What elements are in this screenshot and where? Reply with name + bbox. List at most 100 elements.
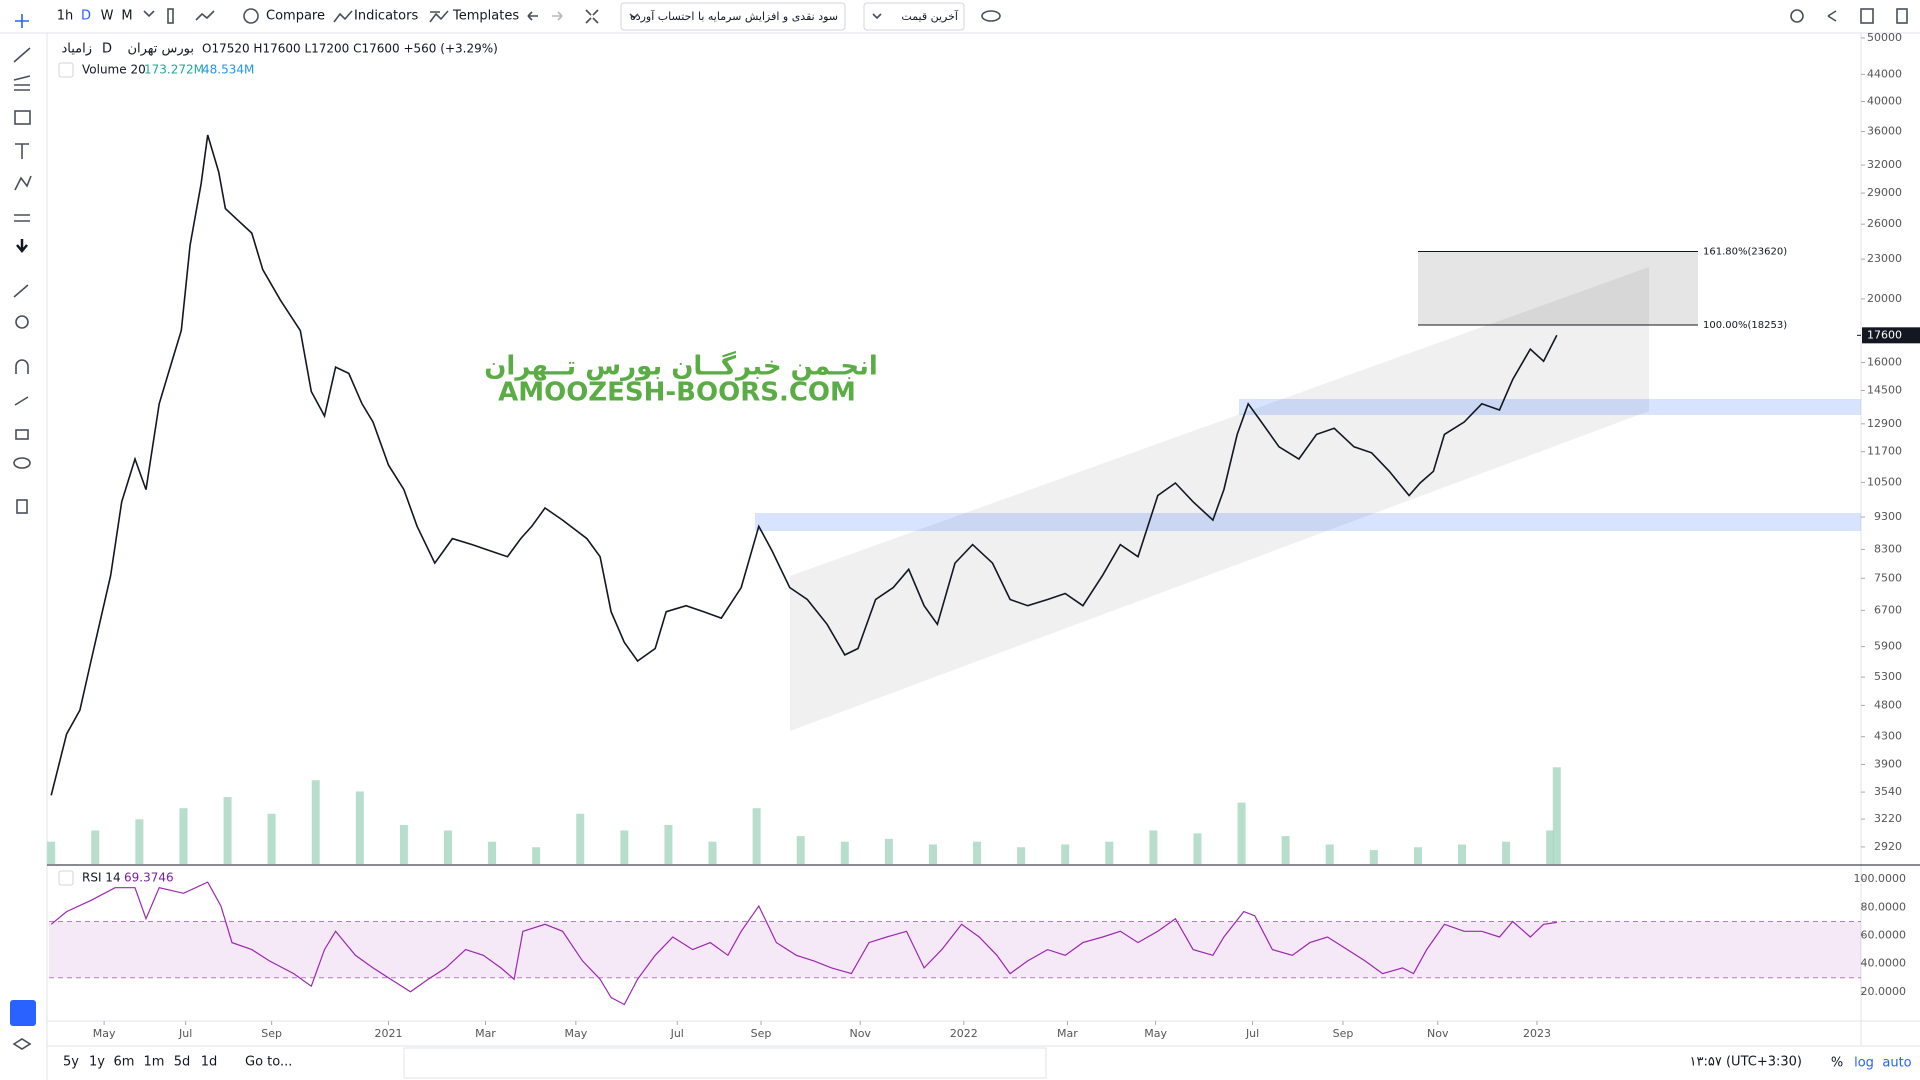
y-tick-label: 26000 bbox=[1867, 217, 1902, 230]
fib-zone bbox=[1418, 251, 1698, 325]
volume-bar bbox=[708, 841, 717, 864]
hide-tool[interactable] bbox=[13, 457, 31, 469]
goto-button[interactable]: Go to... bbox=[245, 1055, 292, 1070]
volume-bar bbox=[399, 824, 408, 864]
candles-icon[interactable] bbox=[167, 8, 174, 24]
settings-button[interactable] bbox=[1790, 9, 1804, 23]
templates-icon[interactable] bbox=[429, 10, 449, 23]
volume-bar bbox=[267, 813, 276, 864]
y-tick-label: 12900 bbox=[1867, 417, 1902, 430]
y-tick-label: 40.0000 bbox=[1861, 957, 1907, 970]
symbol-exchange: بورس تهران bbox=[127, 42, 194, 57]
y-tick-label: 9300 bbox=[1874, 510, 1902, 523]
rsi-line bbox=[50, 881, 1557, 1006]
favorites-button[interactable] bbox=[10, 1000, 36, 1026]
percent-button[interactable]: % bbox=[1831, 1056, 1843, 1071]
interval-button[interactable]: 1h bbox=[57, 9, 74, 24]
y-tick-label: 11700 bbox=[1867, 445, 1902, 458]
x-tick-label: Jul bbox=[670, 1027, 684, 1040]
auto-button[interactable]: auto bbox=[1882, 1056, 1911, 1071]
y-tick-label: 5300 bbox=[1874, 670, 1902, 683]
x-tick-label: 2021 bbox=[374, 1027, 402, 1040]
compare-icon[interactable] bbox=[243, 8, 259, 24]
interval-button[interactable]: M bbox=[121, 9, 132, 24]
y-tick-label: 50000 bbox=[1867, 31, 1902, 44]
price-source-label: آخرین قیمت bbox=[901, 9, 959, 23]
lock-tool[interactable] bbox=[15, 429, 29, 440]
range-button[interactable]: 1y bbox=[89, 1055, 105, 1070]
symbol-interval: D bbox=[102, 42, 112, 57]
snapshot-button[interactable] bbox=[1860, 8, 1874, 24]
volume-bar bbox=[91, 830, 100, 864]
y-tick-label: 20000 bbox=[1867, 292, 1902, 305]
measure-tool[interactable] bbox=[13, 284, 29, 298]
pattern-tool[interactable] bbox=[14, 175, 32, 191]
x-tick-label: 2022 bbox=[950, 1027, 978, 1040]
range-button[interactable]: 5y bbox=[63, 1055, 79, 1070]
trendline-tool[interactable] bbox=[13, 47, 31, 63]
x-tick-label: Sep bbox=[1333, 1027, 1354, 1040]
price-source-dropdown[interactable] bbox=[863, 2, 965, 31]
ohlc-values: O17520 H17600 L17200 C17600 +560 (+3.29%… bbox=[202, 42, 498, 56]
icon-tool[interactable] bbox=[16, 239, 28, 253]
rsi-band bbox=[49, 921, 1861, 978]
dropdown-icon[interactable] bbox=[143, 10, 155, 18]
volume-bar bbox=[179, 808, 188, 864]
y-tick-label: 80.0000 bbox=[1861, 900, 1907, 913]
magnet-tool[interactable] bbox=[15, 359, 29, 374]
volume-bar bbox=[576, 813, 585, 864]
redo-button[interactable] bbox=[552, 11, 563, 21]
interval-button[interactable]: W bbox=[101, 9, 114, 24]
fullscreen-button[interactable] bbox=[585, 9, 599, 24]
dropdown-icon bbox=[629, 13, 639, 20]
volume-bar bbox=[488, 841, 497, 864]
undo-button[interactable] bbox=[527, 11, 538, 21]
x-tick-label: Nov bbox=[849, 1027, 871, 1040]
remove-tool[interactable] bbox=[16, 499, 28, 514]
log-button[interactable]: log bbox=[1854, 1056, 1874, 1071]
volume-bar bbox=[840, 841, 849, 864]
support-zone bbox=[1239, 399, 1861, 415]
range-button[interactable]: 1d bbox=[201, 1055, 218, 1070]
range-button[interactable]: 1m bbox=[144, 1055, 165, 1070]
line-icon[interactable] bbox=[195, 10, 215, 21]
volume-bar bbox=[664, 824, 673, 864]
templates-button[interactable]: Templates bbox=[452, 9, 519, 24]
indicators-button[interactable]: Indicators bbox=[354, 9, 418, 24]
drawing-tools-bar bbox=[403, 1047, 1047, 1079]
fib-tool[interactable] bbox=[13, 75, 31, 91]
object-tree-button[interactable] bbox=[12, 1038, 32, 1050]
plot-area: 2920 3220 3540 3900 4300 4800 5300 5900 6700 7500… bbox=[47, 31, 1920, 1040]
range-button[interactable]: 5d bbox=[174, 1055, 191, 1070]
volume-bar bbox=[1237, 802, 1246, 864]
volume-bar bbox=[1369, 850, 1378, 864]
price-line bbox=[50, 134, 1558, 796]
volume-value: 173.272M bbox=[144, 63, 204, 77]
collapse-button[interactable] bbox=[58, 870, 74, 886]
draw-mode-tool[interactable] bbox=[14, 396, 29, 406]
compare-button[interactable]: Compare bbox=[266, 9, 325, 24]
x-tick-label: Nov bbox=[1427, 1027, 1449, 1040]
volume-bar bbox=[1502, 841, 1511, 864]
visibility-button[interactable] bbox=[981, 10, 1001, 22]
zoom-tool[interactable] bbox=[15, 315, 29, 329]
volume-bar bbox=[223, 797, 232, 864]
text-tool[interactable] bbox=[15, 143, 29, 159]
volume-bar bbox=[973, 841, 982, 864]
collapse-button[interactable] bbox=[58, 62, 74, 78]
x-tick-label: Sep bbox=[751, 1027, 772, 1040]
shape-tool[interactable] bbox=[14, 110, 31, 125]
prediction-tool[interactable] bbox=[14, 214, 30, 222]
last-price-label: 17600 bbox=[1867, 328, 1902, 341]
interval-button[interactable]: D bbox=[81, 9, 91, 24]
range-button[interactable]: 6m bbox=[114, 1055, 135, 1070]
delete-button[interactable] bbox=[1896, 8, 1908, 24]
y-tick-label: 40000 bbox=[1867, 95, 1902, 108]
share-button[interactable] bbox=[1827, 10, 1837, 22]
adjustment-dropdown[interactable] bbox=[620, 2, 846, 31]
indicators-icon[interactable] bbox=[333, 10, 353, 23]
rsi-title: RSI 14 bbox=[82, 871, 121, 885]
watermark-line: AMOOZESH-BOORS.COM bbox=[498, 378, 856, 408]
crosshair-tool[interactable] bbox=[15, 14, 29, 28]
